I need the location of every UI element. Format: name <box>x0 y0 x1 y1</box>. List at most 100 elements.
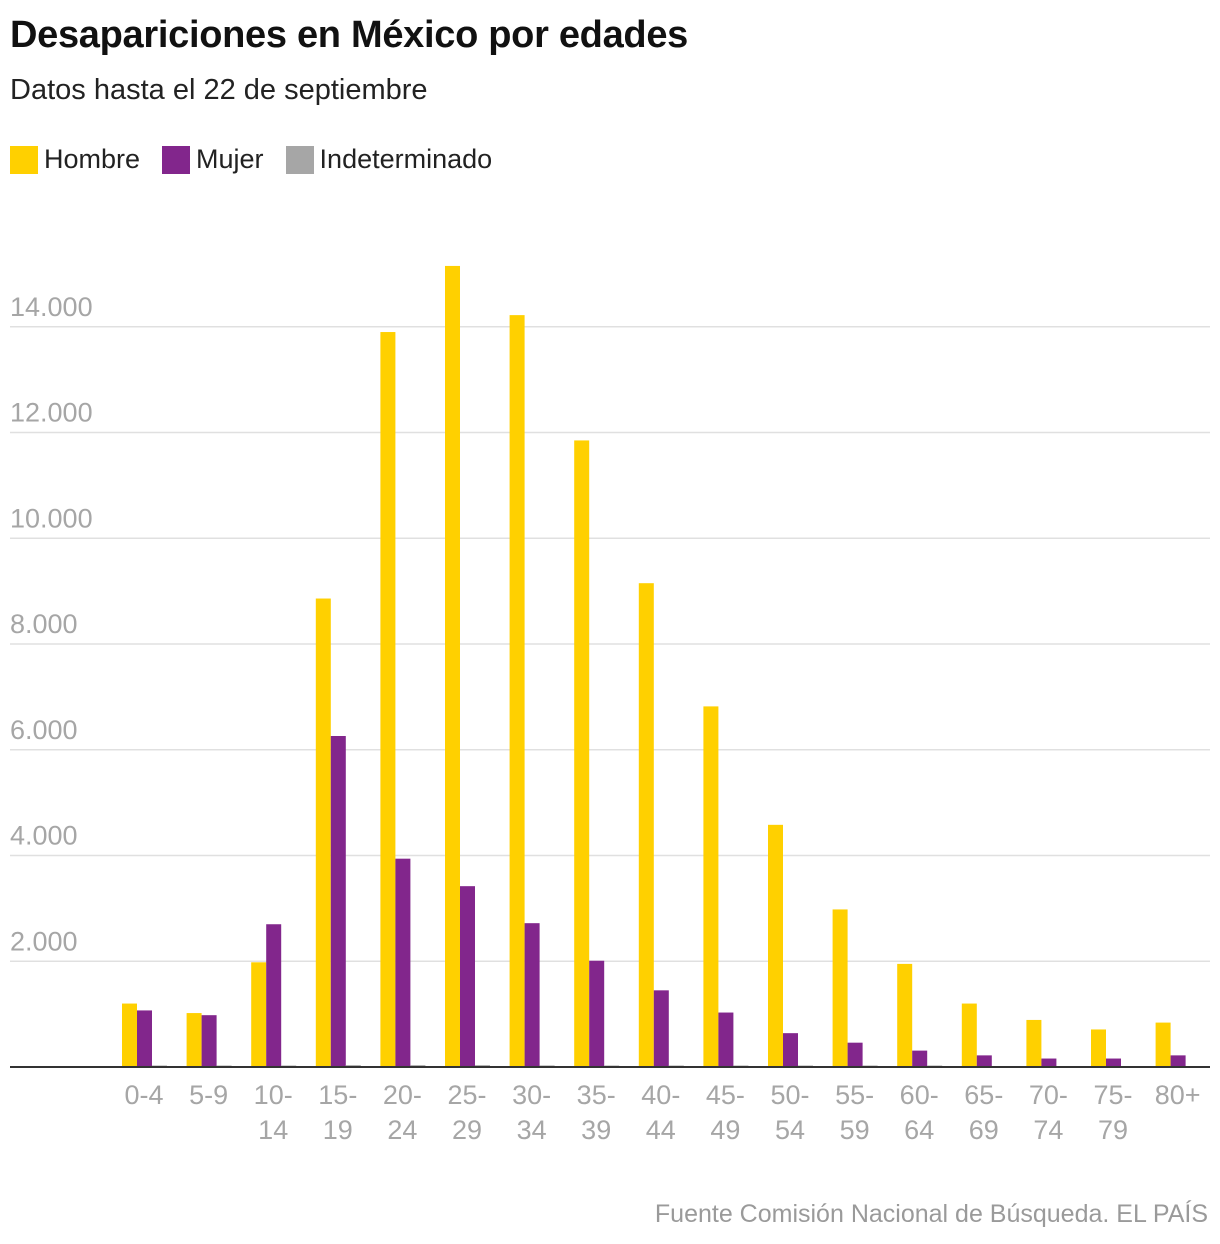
y-tick-label: 6.000 <box>10 715 78 745</box>
bar-mujer <box>912 1050 928 1067</box>
x-tick-label: 45-49 <box>706 1080 745 1145</box>
bar-chart: 2.000 4.000 6.000 8.000 10.000 12.000 14.000 0-… <box>10 265 1210 1145</box>
x-tick-line: 35- <box>577 1080 616 1110</box>
bar-mujer <box>524 923 540 1067</box>
bar-hombre <box>832 909 848 1067</box>
legend-label-indeterminado: Indeterminado <box>319 144 493 174</box>
x-tick-label: 10-14 <box>254 1080 293 1145</box>
x-tick-line: 34 <box>517 1115 547 1145</box>
bar-hombre <box>186 1013 202 1067</box>
legend-item-hombre: Hombre <box>10 144 140 175</box>
x-tick-line: 15- <box>318 1080 357 1110</box>
x-tick-line: 50- <box>770 1080 809 1110</box>
x-tick-line: 5-9 <box>189 1080 228 1110</box>
bar-hombre <box>961 1003 977 1067</box>
x-tick-label: 30-34 <box>512 1080 551 1145</box>
x-tick-line: 74 <box>1033 1115 1063 1145</box>
bar-mujer <box>266 924 282 1067</box>
y-tick-label: 8.000 <box>10 609 78 639</box>
x-tick-label: 5-9 <box>189 1080 228 1110</box>
x-tick-line: 10- <box>254 1080 293 1110</box>
bar-hombre <box>638 583 654 1067</box>
bar-hombre <box>1026 1019 1042 1067</box>
x-tick-line: 29 <box>452 1115 482 1145</box>
bar-mujer <box>653 990 669 1067</box>
bar-hombre <box>380 332 396 1068</box>
x-tick-line: 24 <box>387 1115 417 1145</box>
bar-mujer <box>1041 1058 1057 1067</box>
bar-mujer <box>460 886 475 1067</box>
x-tick-line: 14 <box>258 1115 288 1145</box>
x-tick-line: 55- <box>835 1080 874 1110</box>
bar-hombre <box>509 315 525 1067</box>
source-note: Fuente Comisión Nacional de Búsqueda. EL… <box>654 1200 1208 1228</box>
legend-label-mujer: Mujer <box>196 144 264 174</box>
bar-mujer <box>718 1012 734 1067</box>
bar-mujer <box>395 858 411 1067</box>
x-tick-line: 30- <box>512 1080 551 1110</box>
x-tick-line: 80+ <box>1155 1080 1201 1110</box>
y-tick-label: 4.000 <box>10 821 78 851</box>
bar-hombre <box>1091 1029 1106 1067</box>
x-tick-line: 0-4 <box>124 1080 163 1110</box>
x-tick-label: 70-74 <box>1029 1080 1068 1145</box>
bar-hombre <box>122 1003 137 1067</box>
x-tick-line: 39 <box>581 1115 611 1145</box>
bar-hombre <box>315 598 331 1067</box>
x-tick-line: 49 <box>710 1115 740 1145</box>
bar-mujer <box>783 1033 798 1067</box>
x-tick-line: 59 <box>840 1115 870 1145</box>
x-tick-line: 60- <box>900 1080 939 1110</box>
chart-title: Desapariciones en México por edades <box>10 14 688 56</box>
x-tick-line: 65- <box>964 1080 1003 1110</box>
x-tick-label: 60-64 <box>900 1080 939 1145</box>
bar-mujer <box>1170 1055 1186 1067</box>
x-tick-label: 35-39 <box>577 1080 616 1145</box>
x-tick-line: 54 <box>775 1115 805 1145</box>
bar-mujer <box>1106 1058 1121 1067</box>
bar-mujer <box>847 1042 863 1067</box>
x-tick-line: 70- <box>1029 1080 1068 1110</box>
y-tick-label: 14.000 <box>10 292 93 322</box>
legend-swatch-mujer <box>162 145 191 174</box>
bar-mujer <box>976 1055 992 1067</box>
bar-hombre <box>251 962 267 1067</box>
x-tick-label: 80+ <box>1155 1080 1201 1110</box>
x-tick-label: 20-24 <box>383 1080 422 1145</box>
x-tick-line: 64 <box>904 1115 934 1145</box>
legend-label-hombre: Hombre <box>44 144 141 174</box>
chart-area: 2.000 4.000 6.000 8.000 10.000 12.000 14.000 0-… <box>0 220 1220 1160</box>
bar-mujer <box>330 736 346 1067</box>
bar-hombre <box>445 265 460 1068</box>
x-tick-line: 45- <box>706 1080 745 1110</box>
y-tick-label: 10.000 <box>10 503 93 533</box>
y-tick-label: 12.000 <box>10 398 93 428</box>
x-tick-label: 55-59 <box>835 1080 874 1145</box>
x-tick-label: 40-44 <box>641 1080 680 1145</box>
bar-hombre <box>768 824 783 1067</box>
bar-hombre <box>703 706 719 1067</box>
bar-hombre <box>1155 1022 1171 1067</box>
x-tick-line: 69 <box>969 1115 999 1145</box>
x-tick-label: 0-4 <box>124 1080 163 1110</box>
legend-swatch-hombre <box>10 145 38 174</box>
legend-item-indeterminado: Indeterminado <box>285 144 493 175</box>
legend-swatch-indeterminado <box>285 145 314 174</box>
bar-mujer <box>589 960 605 1067</box>
y-tick-label: 2.000 <box>10 926 78 956</box>
x-tick-label: 75-79 <box>1093 1080 1132 1145</box>
legend-item-mujer: Mujer <box>162 144 264 175</box>
x-tick-label: 50-54 <box>770 1080 809 1145</box>
chart-subtitle: Datos hasta el 22 de septiembre <box>10 74 428 106</box>
x-tick-line: 20- <box>383 1080 422 1110</box>
x-tick-line: 25- <box>447 1080 486 1110</box>
x-tick-label: 15-19 <box>318 1080 357 1145</box>
x-tick-line: 19 <box>323 1115 353 1145</box>
x-tick-line: 40- <box>641 1080 680 1110</box>
chart-legend: Hombre Mujer Indeterminado <box>10 144 514 175</box>
bar-hombre <box>574 440 590 1067</box>
bar-hombre <box>897 963 913 1067</box>
x-tick-label: 25-29 <box>447 1080 486 1145</box>
bar-mujer <box>201 1015 217 1067</box>
x-tick-line: 79 <box>1098 1115 1128 1145</box>
